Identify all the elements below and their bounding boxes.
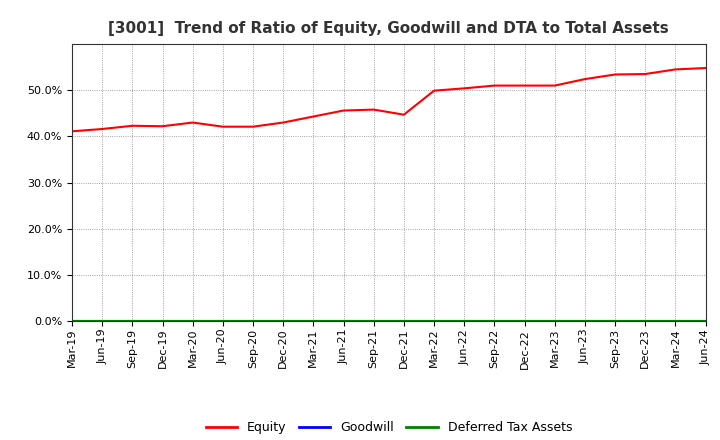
Deferred Tax Assets [339, 319, 348, 324]
Deferred Tax Assets [671, 319, 680, 324]
Equity [98, 126, 107, 132]
Goodwill [279, 319, 287, 324]
Deferred Tax Assets [611, 319, 619, 324]
Equity [490, 83, 499, 88]
Deferred Tax Assets [369, 319, 378, 324]
Legend: Equity, Goodwill, Deferred Tax Assets: Equity, Goodwill, Deferred Tax Assets [201, 416, 577, 439]
Goodwill [550, 319, 559, 324]
Equity [219, 124, 228, 129]
Equity [339, 108, 348, 113]
Deferred Tax Assets [641, 319, 649, 324]
Goodwill [641, 319, 649, 324]
Line: Equity: Equity [72, 68, 706, 131]
Goodwill [158, 319, 167, 324]
Goodwill [369, 319, 378, 324]
Equity [701, 66, 710, 71]
Deferred Tax Assets [68, 319, 76, 324]
Title: [3001]  Trend of Ratio of Equity, Goodwill and DTA to Total Assets: [3001] Trend of Ratio of Equity, Goodwil… [109, 21, 669, 36]
Deferred Tax Assets [400, 319, 408, 324]
Deferred Tax Assets [128, 319, 137, 324]
Goodwill [611, 319, 619, 324]
Deferred Tax Assets [430, 319, 438, 324]
Goodwill [671, 319, 680, 324]
Goodwill [309, 319, 318, 324]
Equity [128, 123, 137, 128]
Goodwill [68, 319, 76, 324]
Deferred Tax Assets [521, 319, 529, 324]
Equity [521, 83, 529, 88]
Equity [189, 120, 197, 125]
Deferred Tax Assets [550, 319, 559, 324]
Goodwill [460, 319, 469, 324]
Deferred Tax Assets [309, 319, 318, 324]
Equity [460, 86, 469, 91]
Goodwill [339, 319, 348, 324]
Equity [550, 83, 559, 88]
Goodwill [400, 319, 408, 324]
Equity [671, 67, 680, 72]
Equity [68, 128, 76, 134]
Deferred Tax Assets [490, 319, 499, 324]
Goodwill [701, 319, 710, 324]
Equity [400, 112, 408, 117]
Deferred Tax Assets [580, 319, 589, 324]
Equity [611, 72, 619, 77]
Equity [369, 107, 378, 112]
Equity [279, 120, 287, 125]
Deferred Tax Assets [701, 319, 710, 324]
Goodwill [98, 319, 107, 324]
Equity [580, 77, 589, 82]
Goodwill [219, 319, 228, 324]
Deferred Tax Assets [279, 319, 287, 324]
Deferred Tax Assets [98, 319, 107, 324]
Goodwill [430, 319, 438, 324]
Goodwill [189, 319, 197, 324]
Equity [641, 71, 649, 77]
Equity [158, 124, 167, 129]
Deferred Tax Assets [189, 319, 197, 324]
Goodwill [521, 319, 529, 324]
Goodwill [128, 319, 137, 324]
Equity [430, 88, 438, 93]
Goodwill [248, 319, 257, 324]
Equity [248, 124, 257, 129]
Deferred Tax Assets [460, 319, 469, 324]
Deferred Tax Assets [248, 319, 257, 324]
Goodwill [580, 319, 589, 324]
Deferred Tax Assets [219, 319, 228, 324]
Equity [309, 114, 318, 119]
Goodwill [490, 319, 499, 324]
Deferred Tax Assets [158, 319, 167, 324]
